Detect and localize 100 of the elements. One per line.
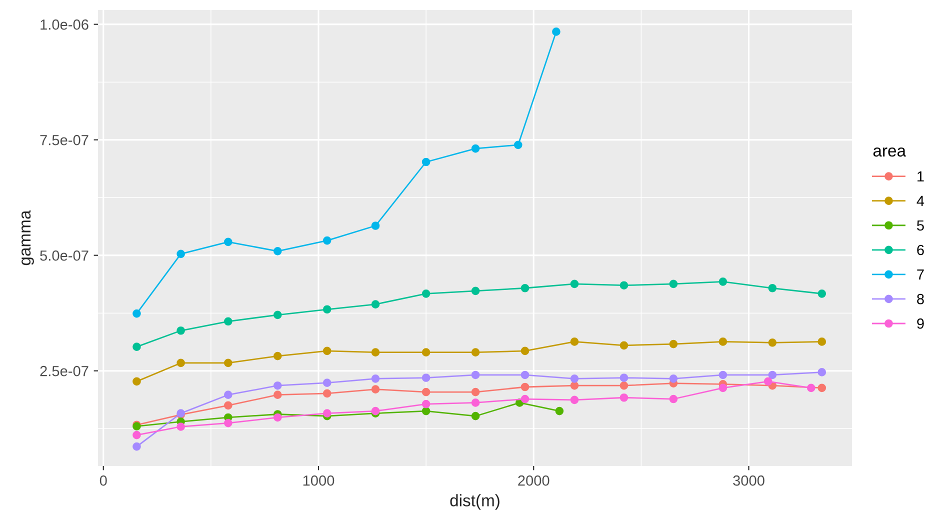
point xyxy=(520,370,530,380)
point xyxy=(718,384,728,392)
point xyxy=(273,352,282,360)
point xyxy=(620,374,628,382)
legend-label: 8 xyxy=(917,294,924,304)
point xyxy=(520,346,530,356)
point xyxy=(620,393,628,402)
point xyxy=(132,442,141,451)
legend-label: 1 xyxy=(918,171,924,182)
x-tick-label: 3000 xyxy=(733,475,764,486)
point xyxy=(768,370,777,380)
point xyxy=(273,413,282,422)
point xyxy=(273,310,282,320)
point xyxy=(669,280,678,288)
legend-label: 5 xyxy=(917,220,924,231)
point xyxy=(718,370,728,380)
point xyxy=(422,348,430,357)
legend-title: area xyxy=(873,147,906,157)
point xyxy=(176,326,185,335)
x-tick-label: 1000 xyxy=(303,475,334,486)
point xyxy=(422,290,430,298)
legend-label: 7 xyxy=(917,270,924,280)
point xyxy=(570,338,579,346)
point xyxy=(224,418,232,428)
point xyxy=(520,284,530,292)
point xyxy=(322,305,332,314)
point xyxy=(371,406,380,416)
x-tick-label: 2000 xyxy=(518,475,550,486)
point xyxy=(224,390,232,400)
point xyxy=(471,398,480,407)
point xyxy=(471,370,480,380)
point xyxy=(669,340,678,348)
point xyxy=(471,388,480,396)
x-tick-label: 0 xyxy=(100,475,107,486)
point xyxy=(176,358,185,368)
point xyxy=(570,280,579,288)
point xyxy=(471,412,480,420)
y-tick-label: 1.0e-06 xyxy=(40,19,88,30)
point xyxy=(471,286,480,296)
point xyxy=(273,390,282,400)
point xyxy=(669,374,678,383)
point xyxy=(570,381,579,390)
point xyxy=(471,144,480,153)
point xyxy=(224,238,232,246)
point xyxy=(552,28,560,36)
point xyxy=(371,222,380,230)
point xyxy=(570,374,579,383)
point xyxy=(132,430,141,440)
point xyxy=(224,358,232,368)
point xyxy=(471,348,480,357)
point xyxy=(132,342,141,351)
y-tick-label: 7.5e-07 xyxy=(40,134,88,146)
point xyxy=(806,384,816,392)
point xyxy=(620,341,628,350)
point xyxy=(371,385,380,394)
point xyxy=(322,236,332,245)
point xyxy=(322,409,332,418)
point xyxy=(176,250,185,258)
point xyxy=(176,422,185,431)
point xyxy=(224,317,232,326)
point xyxy=(132,377,141,386)
point xyxy=(273,247,282,256)
point xyxy=(422,406,430,416)
point xyxy=(520,382,530,392)
point xyxy=(818,290,826,298)
point xyxy=(422,374,430,382)
point xyxy=(718,277,728,286)
point xyxy=(520,394,530,404)
point xyxy=(322,389,332,398)
point xyxy=(273,381,282,390)
point xyxy=(422,400,430,408)
point xyxy=(371,374,380,383)
legend-label: 6 xyxy=(917,244,924,256)
point xyxy=(422,388,430,396)
point xyxy=(224,401,232,410)
point xyxy=(818,368,826,376)
point xyxy=(371,348,380,357)
legend-label: 9 xyxy=(917,318,924,329)
point xyxy=(718,338,728,346)
y-tick-label: 5.0e-07 xyxy=(40,250,88,261)
point xyxy=(322,378,332,388)
point xyxy=(818,338,826,346)
point xyxy=(620,281,628,290)
point xyxy=(570,396,579,404)
y-tick-label: 2.5e-07 xyxy=(40,366,88,376)
legend-label: 4 xyxy=(916,196,924,206)
point xyxy=(132,309,141,318)
point xyxy=(322,346,332,356)
point xyxy=(620,381,628,390)
point xyxy=(768,284,777,292)
point xyxy=(818,384,826,392)
point xyxy=(764,377,772,386)
x-axis-title: dist(m) xyxy=(450,494,500,510)
y-axis-title: gamma xyxy=(22,210,34,266)
point xyxy=(768,338,777,347)
point xyxy=(371,300,380,308)
point xyxy=(669,394,678,404)
point xyxy=(555,406,564,416)
point xyxy=(514,140,522,150)
point xyxy=(422,158,430,166)
